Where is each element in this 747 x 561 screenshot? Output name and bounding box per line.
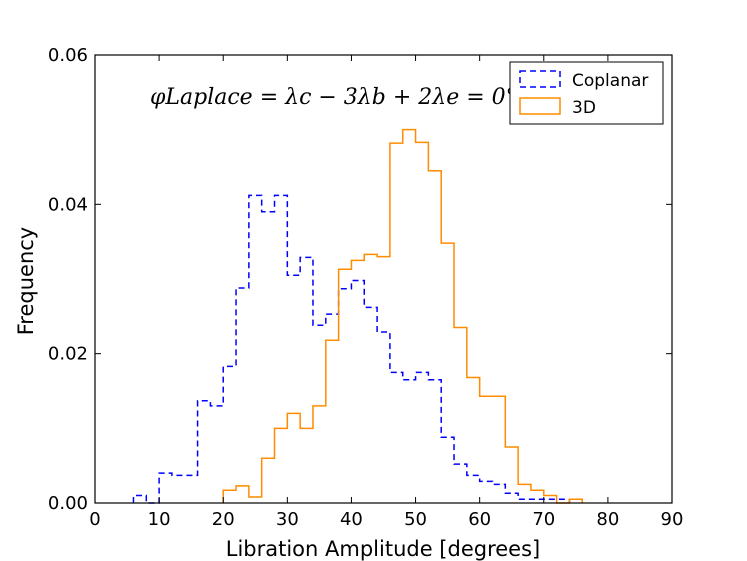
plot-area	[132, 128, 583, 504]
x-tick-label: 50	[404, 509, 427, 530]
x-tick-label: 90	[661, 509, 684, 530]
x-tick-label: 30	[276, 509, 299, 530]
x-axis-label: Libration Amplitude [degrees]	[226, 537, 540, 561]
legend-swatch-3d	[519, 97, 561, 115]
y-tick-label: 0.04	[48, 194, 88, 215]
axis-ticks: 0 10 20 30 40 50 60 70 80 90 0.00 0.02 0.04 0.06	[48, 45, 684, 530]
series-3d-histogram	[222, 128, 583, 504]
legend: Coplanar 3D	[509, 61, 664, 125]
x-tick-label: 70	[532, 509, 555, 530]
x-tick-label: 10	[148, 509, 171, 530]
x-tick-label: 0	[89, 509, 100, 530]
series-coplanar-histogram	[132, 194, 571, 504]
y-tick-label: 0.06	[48, 45, 88, 66]
legend-swatch-coplanar	[519, 70, 561, 88]
y-tick-label: 0.02	[48, 344, 88, 365]
x-tick-label: 80	[596, 509, 619, 530]
plot-frame	[94, 54, 673, 504]
y-tick-label: 0.00	[48, 493, 88, 514]
y-axis-label: Frequency	[14, 227, 38, 336]
legend-label-3d: 3D	[572, 98, 596, 118]
laplace-angle-annotation: φLaplace = λc − 3λb + 2λe = 0°	[150, 85, 517, 110]
x-tick-label: 20	[212, 509, 235, 530]
x-tick-label: 60	[468, 509, 491, 530]
legend-label-coplanar: Coplanar	[572, 71, 648, 91]
x-tick-label: 40	[340, 509, 363, 530]
